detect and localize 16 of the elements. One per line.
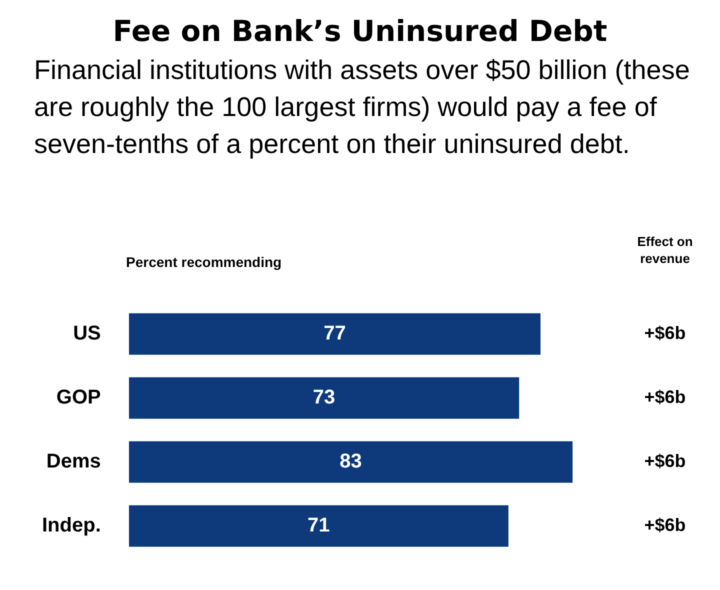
text: +$6b	[643, 323, 687, 344]
y-tick-label: GOP	[56, 386, 101, 409]
chart-subtitle: Financial institutions with assets over $50 billion (these are roughly the 100 largest firms) would pay a fee of seven-tenths of a percent on their uninsured debt.	[34, 54, 691, 161]
text: Effect on revenue	[636, 233, 694, 267]
data-label: 71	[308, 514, 330, 537]
y-tick-label: Indep.	[42, 514, 101, 537]
text: +$6b	[643, 515, 687, 536]
chart-title: Fee on Bank’s Uninsured Debt	[112, 14, 608, 48]
y-tick-label: US	[73, 322, 101, 345]
text: +$6b	[643, 451, 687, 472]
data-label: 83	[340, 450, 362, 473]
y-tick-label: Dems	[46, 450, 101, 473]
x-axis-title: Percent recommending	[126, 254, 282, 270]
text: +$6b	[643, 387, 687, 408]
data-label: 77	[324, 322, 346, 345]
data-label: 73	[312, 386, 336, 409]
